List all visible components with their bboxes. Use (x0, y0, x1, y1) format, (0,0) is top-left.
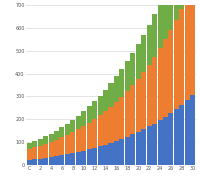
Bar (108, 107, 114, 143)
Bar (179, 105, 184, 165)
Bar (119, 97, 124, 139)
Bar (114, 102, 119, 141)
Bar (168, 113, 173, 165)
Bar (163, 39, 168, 117)
Bar (163, 0, 168, 39)
Bar (70, 153, 75, 165)
Bar (141, 72, 146, 129)
Bar (103, 145, 108, 165)
Bar (158, 2, 163, 48)
Bar (70, 120, 75, 132)
Bar (179, 0, 184, 9)
Bar (152, 124, 157, 165)
Bar (87, 123, 92, 149)
Bar (130, 135, 135, 165)
Bar (125, 137, 130, 165)
Bar (70, 132, 75, 153)
Bar (87, 149, 92, 165)
Bar (125, 61, 130, 91)
Bar (49, 134, 54, 142)
Bar (98, 146, 103, 165)
Bar (168, 30, 173, 113)
Bar (174, 109, 179, 165)
Bar (54, 156, 59, 165)
Bar (38, 139, 43, 146)
Bar (32, 141, 37, 147)
Bar (81, 111, 86, 126)
Bar (103, 111, 108, 145)
Bar (65, 154, 70, 165)
Bar (43, 158, 48, 165)
Bar (43, 136, 48, 144)
Bar (38, 159, 43, 165)
Bar (43, 144, 48, 158)
Bar (147, 25, 152, 65)
Bar (163, 117, 168, 165)
Bar (136, 132, 141, 165)
Bar (38, 146, 43, 159)
Bar (49, 157, 54, 165)
Bar (32, 147, 37, 159)
Bar (179, 9, 184, 105)
Bar (158, 48, 163, 120)
Bar (59, 137, 64, 155)
Bar (119, 69, 124, 97)
Bar (147, 65, 152, 126)
Bar (65, 124, 70, 135)
Bar (76, 152, 81, 165)
Bar (136, 44, 141, 79)
Bar (114, 141, 119, 165)
Bar (174, 0, 179, 20)
Bar (59, 127, 64, 137)
Bar (130, 85, 135, 135)
Bar (27, 160, 32, 165)
Bar (158, 120, 163, 165)
Bar (190, 0, 195, 95)
Bar (152, 14, 157, 57)
Bar (190, 95, 195, 165)
Bar (147, 126, 152, 165)
Bar (81, 151, 86, 165)
Bar (119, 139, 124, 165)
Bar (141, 35, 146, 72)
Bar (185, 0, 190, 100)
Bar (65, 135, 70, 154)
Bar (136, 79, 141, 132)
Bar (54, 131, 59, 140)
Bar (141, 129, 146, 165)
Bar (108, 143, 114, 165)
Bar (130, 53, 135, 85)
Bar (174, 20, 179, 109)
Bar (114, 76, 119, 102)
Bar (125, 91, 130, 137)
Bar (185, 100, 190, 165)
Bar (27, 149, 32, 160)
Bar (81, 126, 86, 151)
Bar (76, 129, 81, 152)
Bar (92, 119, 97, 148)
Bar (92, 148, 97, 165)
Bar (59, 155, 64, 165)
Bar (103, 90, 108, 111)
Bar (98, 96, 103, 115)
Bar (54, 140, 59, 156)
Bar (76, 116, 81, 129)
Bar (108, 83, 114, 107)
Bar (168, 0, 173, 30)
Bar (92, 101, 97, 119)
Bar (27, 143, 32, 149)
Bar (87, 107, 92, 123)
Bar (49, 142, 54, 157)
Bar (152, 57, 157, 124)
Bar (98, 115, 103, 146)
Bar (32, 159, 37, 165)
